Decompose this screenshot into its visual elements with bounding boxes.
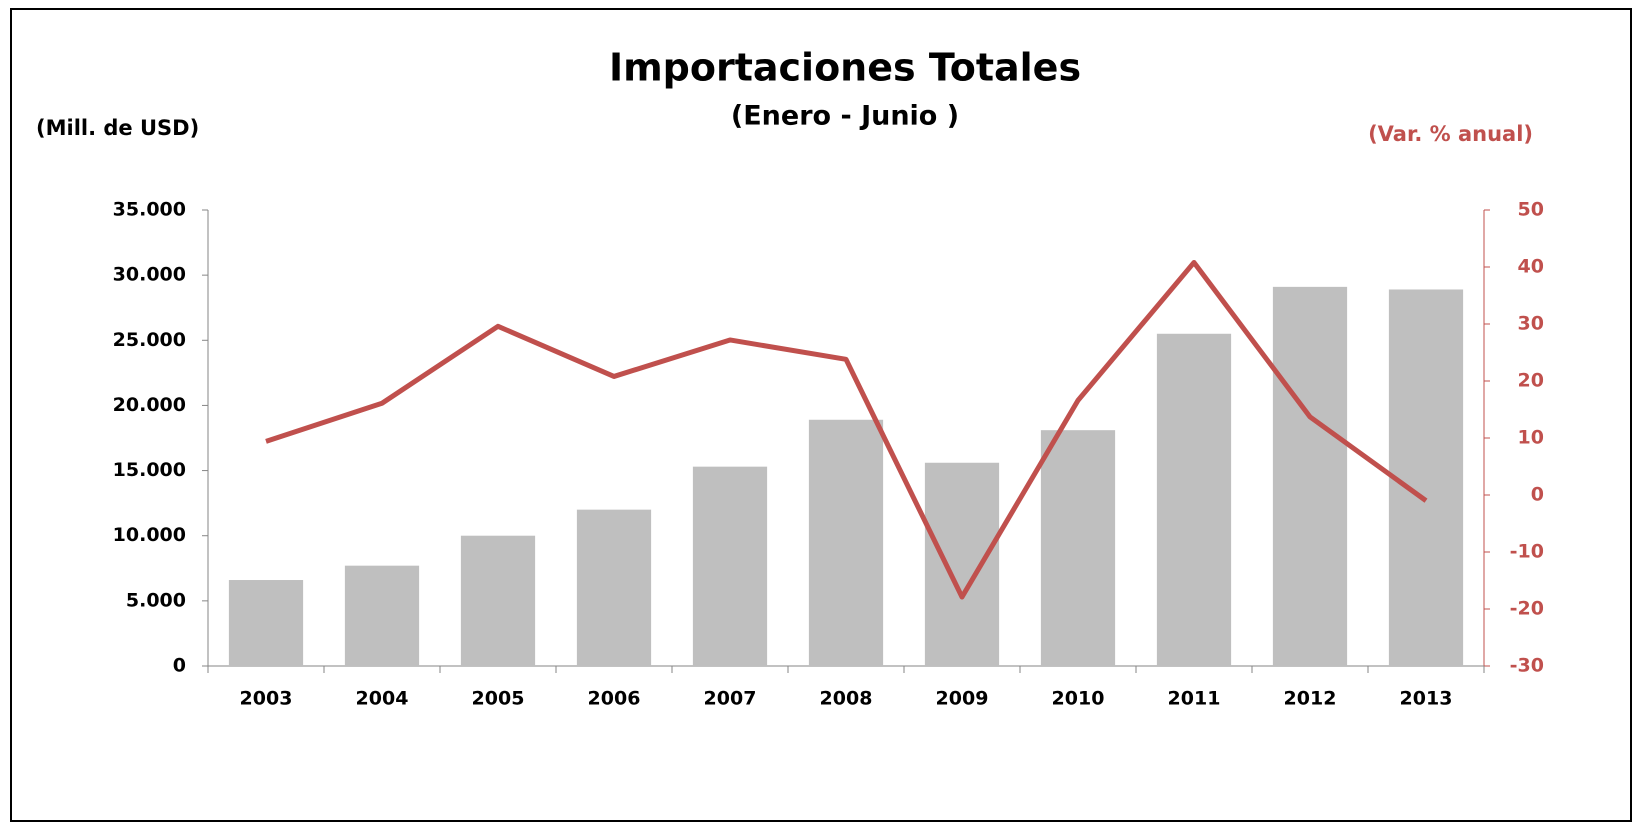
x-tick-label: 2013 bbox=[1400, 688, 1453, 710]
y-tick-label: 5.000 bbox=[126, 589, 186, 611]
y-tick-label: 35.000 bbox=[113, 199, 186, 221]
bar bbox=[808, 419, 884, 666]
y2-axis-label: (Var. % anual) bbox=[1368, 122, 1533, 146]
chart-title: Importaciones Totales bbox=[609, 46, 1081, 90]
bar bbox=[576, 509, 652, 666]
bar bbox=[1388, 289, 1464, 666]
y2-tick-label: 20 bbox=[1518, 370, 1544, 392]
bar bbox=[1156, 333, 1232, 666]
x-tick-label: 2004 bbox=[356, 688, 409, 710]
y-axis-label: (Mill. de USD) bbox=[36, 116, 199, 140]
chart-subtitle: (Enero - Junio ) bbox=[731, 101, 959, 132]
bar bbox=[692, 466, 768, 666]
x-tick-label: 2010 bbox=[1052, 688, 1105, 710]
y2-tick-label: -10 bbox=[1510, 541, 1544, 563]
x-tick-label: 2005 bbox=[472, 688, 525, 710]
y2-tick-label: 40 bbox=[1518, 256, 1544, 278]
y-tick-label: 15.000 bbox=[113, 459, 186, 481]
y-tick-label: 30.000 bbox=[113, 264, 186, 286]
bar bbox=[924, 462, 1000, 666]
y2-tick-label: 30 bbox=[1518, 313, 1544, 335]
bar bbox=[460, 535, 536, 666]
x-tick-label: 2008 bbox=[820, 688, 873, 710]
bar bbox=[1040, 430, 1116, 666]
y-tick-label: 0 bbox=[173, 655, 186, 677]
chart-border bbox=[10, 8, 1632, 822]
y2-tick-label: 50 bbox=[1518, 199, 1544, 221]
bar bbox=[1272, 286, 1348, 666]
y2-tick-label: 0 bbox=[1531, 484, 1544, 506]
y-tick-label: 20.000 bbox=[113, 394, 186, 416]
x-tick-label: 2007 bbox=[704, 688, 757, 710]
y2-tick-label: -30 bbox=[1510, 655, 1544, 677]
x-tick-label: 2011 bbox=[1168, 688, 1221, 710]
x-tick-label: 2006 bbox=[588, 688, 641, 710]
x-tick-label: 2012 bbox=[1284, 688, 1337, 710]
y2-tick-label: 10 bbox=[1518, 427, 1544, 449]
x-tick-label: 2009 bbox=[936, 688, 989, 710]
line bbox=[265, 259, 1428, 600]
bar bbox=[344, 565, 420, 666]
y-tick-label: 25.000 bbox=[113, 329, 186, 351]
y2-tick-label: -20 bbox=[1510, 598, 1544, 620]
x-tick-label: 2003 bbox=[240, 688, 293, 710]
y-tick-label: 10.000 bbox=[113, 524, 186, 546]
bar bbox=[228, 580, 304, 666]
